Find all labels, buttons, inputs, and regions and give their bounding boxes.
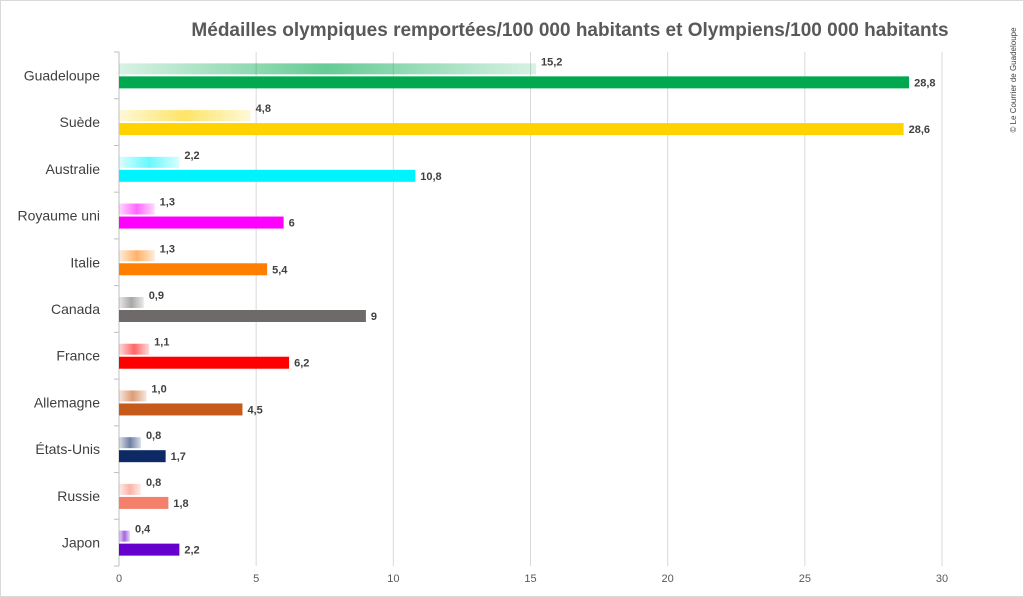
x-tick-label: 0 — [116, 573, 122, 585]
x-tick-label: 25 — [799, 573, 811, 585]
bar-medailles — [119, 250, 155, 262]
bar-medailles — [119, 483, 141, 495]
category-label: Guadeloupe — [24, 67, 101, 83]
data-label-medailles: 0,8 — [146, 477, 161, 489]
category-label: France — [56, 348, 100, 364]
data-label-olympiens: 28,8 — [914, 77, 935, 89]
data-label-medailles: 0,8 — [146, 430, 161, 442]
bar-olympiens — [119, 543, 180, 556]
data-label-olympiens: 5,4 — [272, 264, 288, 276]
data-label-medailles: 15,2 — [541, 56, 562, 68]
data-label-olympiens: 10,8 — [420, 171, 441, 183]
bar-medailles — [119, 343, 150, 355]
category-label: Japon — [62, 535, 100, 551]
bar-medailles — [119, 63, 536, 75]
data-label-olympiens: 9 — [371, 311, 377, 323]
chart-title: Médailles olympiques remportées/100 000 … — [191, 20, 948, 41]
bar-olympiens — [119, 76, 910, 89]
category-label: Canada — [51, 301, 100, 317]
x-tick-label: 20 — [662, 573, 674, 585]
bar-olympiens — [119, 123, 904, 136]
data-label-olympiens: 28,6 — [909, 124, 930, 136]
bar-medailles — [119, 530, 130, 542]
data-label-medailles: 0,4 — [135, 524, 151, 536]
data-label-olympiens: 2,2 — [184, 545, 199, 557]
bar-olympiens — [119, 169, 416, 182]
bar-olympiens — [119, 450, 166, 463]
data-label-medailles: 1,3 — [160, 197, 175, 209]
x-tick-label: 30 — [936, 573, 948, 585]
category-label: Italie — [70, 254, 100, 270]
category-label: Australie — [46, 161, 101, 177]
x-tick-label: 15 — [524, 573, 536, 585]
x-tick-label: 5 — [253, 573, 259, 585]
x-tick-label: 10 — [387, 573, 399, 585]
category-label: États-Unis — [35, 441, 100, 457]
data-label-olympiens: 1,7 — [171, 451, 186, 463]
bar-olympiens — [119, 310, 366, 322]
bar-olympiens — [119, 403, 243, 416]
data-label-medailles: 0,9 — [149, 290, 164, 302]
bar-medailles — [119, 156, 180, 168]
data-label-medailles: 1,0 — [151, 383, 166, 395]
bar-medailles — [119, 437, 141, 449]
category-label: Allemagne — [34, 394, 100, 410]
data-label-olympiens: 4,5 — [247, 404, 262, 416]
bar-olympiens — [119, 356, 290, 369]
bar-medailles — [119, 390, 147, 402]
data-label-medailles: 1,3 — [160, 243, 175, 255]
credit-text: © Le Courrier de Guadeloupe — [1009, 27, 1018, 133]
data-label-olympiens: 6 — [289, 218, 295, 230]
data-label-olympiens: 6,2 — [294, 358, 309, 370]
bar-olympiens — [119, 496, 169, 509]
bar-olympiens — [119, 263, 268, 276]
data-label-medailles: 2,2 — [184, 150, 199, 162]
data-label-medailles: 4,8 — [256, 103, 271, 115]
category-label: Russie — [57, 488, 100, 504]
category-label: Suède — [60, 114, 101, 130]
category-label: Royaume uni — [18, 208, 101, 224]
bar-medailles — [119, 110, 251, 122]
data-label-olympiens: 1,8 — [173, 498, 188, 510]
data-label-medailles: 1,1 — [154, 337, 169, 349]
bar-olympiens — [119, 216, 284, 229]
bar-medailles — [119, 203, 155, 215]
bar-medailles — [119, 297, 144, 308]
